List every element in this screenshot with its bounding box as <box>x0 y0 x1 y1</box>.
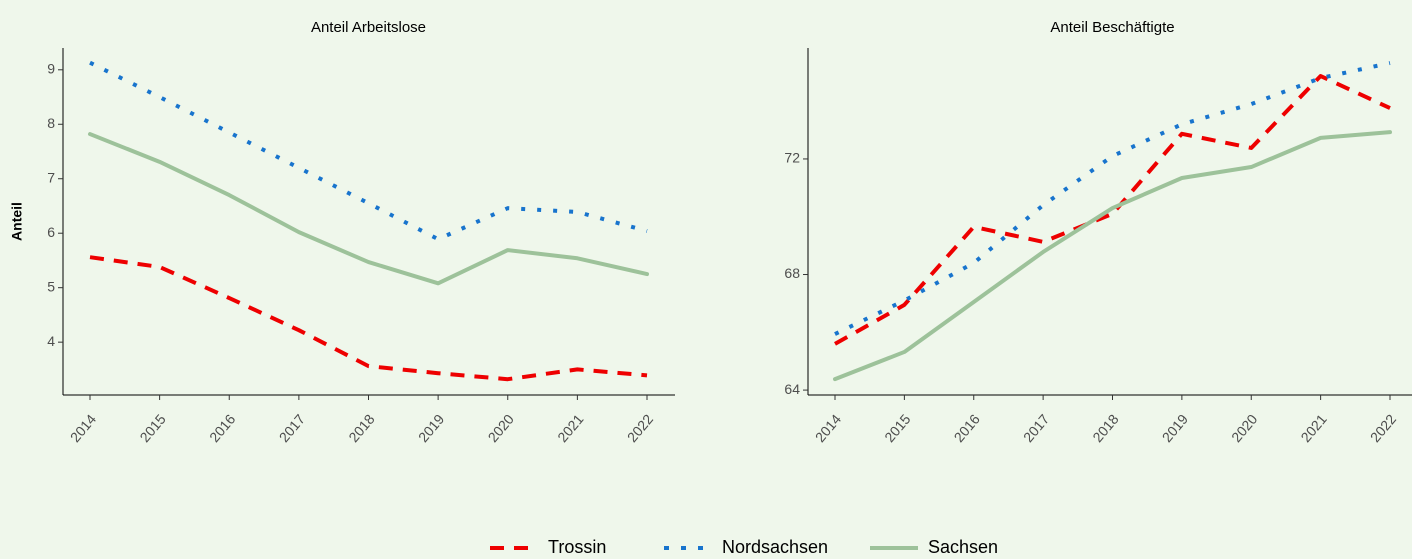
y-tick-label: 7 <box>47 169 55 185</box>
y-tick-label: 68 <box>784 265 800 281</box>
x-tick-label: 2016 <box>206 411 238 445</box>
legend-label: Sachsen <box>928 537 998 557</box>
y-tick-label: 72 <box>784 150 800 166</box>
x-tick-label: 2018 <box>345 411 377 445</box>
x-tick-label: 2022 <box>624 411 656 445</box>
x-tick-label: 2020 <box>1228 411 1260 445</box>
x-tick-label: 2021 <box>554 411 586 445</box>
x-tick-label: 2017 <box>276 411 308 445</box>
x-tick-label: 2014 <box>812 411 844 445</box>
series-line <box>834 61 1391 336</box>
series-line <box>833 130 1392 382</box>
y-tick-label: 64 <box>784 381 800 397</box>
y-tick-label: 5 <box>47 278 55 294</box>
x-tick-label: 2015 <box>136 411 168 445</box>
panel-title: Anteil Beschäftigte <box>1050 19 1174 36</box>
x-tick-label: 2017 <box>1020 411 1052 445</box>
x-tick-label: 2016 <box>951 411 983 445</box>
x-tick-label: 2018 <box>1089 411 1121 445</box>
x-tick-label: 2019 <box>1159 411 1191 445</box>
panel-title: Anteil Arbeitslose <box>311 19 426 36</box>
legend-label: Trossin <box>548 537 606 557</box>
x-tick-label: 2020 <box>485 411 517 445</box>
y-tick-label: 9 <box>47 60 55 76</box>
series-line <box>89 60 648 242</box>
y-tick-label: 6 <box>47 224 55 240</box>
x-tick-label: 2015 <box>881 411 913 445</box>
x-tick-label: 2022 <box>1367 411 1399 445</box>
x-tick-label: 2014 <box>67 411 99 445</box>
y-tick-label: 8 <box>47 115 55 131</box>
y-tick-label: 4 <box>47 333 55 349</box>
x-tick-label: 2021 <box>1297 411 1329 445</box>
series-line <box>88 132 649 286</box>
series-line <box>89 255 648 382</box>
y-axis-label: Anteil <box>9 202 25 241</box>
legend-label: Nordsachsen <box>722 537 828 557</box>
x-tick-label: 2019 <box>415 411 447 445</box>
